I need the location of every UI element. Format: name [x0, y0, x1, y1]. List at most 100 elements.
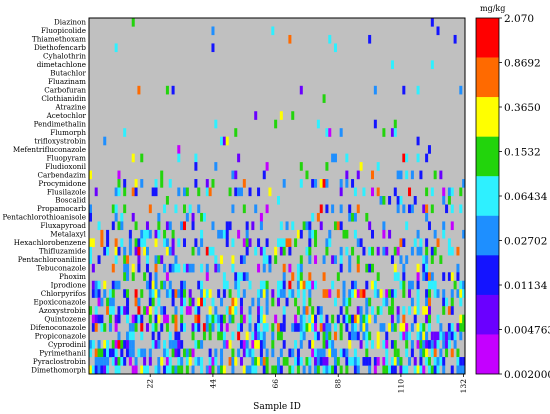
heatmap-cell	[160, 280, 164, 290]
heatmap-cell	[382, 357, 386, 366]
heatmap-cell	[89, 348, 92, 358]
heatmap-cell	[322, 348, 326, 358]
heatmap-cell	[388, 323, 392, 332]
heatmap-cell	[405, 153, 409, 163]
heatmap-cell	[331, 280, 335, 290]
heatmap-cell	[282, 323, 286, 332]
heatmap-cell	[174, 204, 178, 214]
row-label: Diazinon	[54, 18, 86, 27]
heatmap-cell	[91, 280, 95, 290]
heatmap-cell	[274, 246, 278, 256]
heatmap-cell	[205, 272, 209, 281]
heatmap-cell	[220, 357, 224, 366]
heatmap-cell	[91, 263, 95, 273]
heatmap-cell	[211, 246, 215, 256]
heatmap-cell	[362, 323, 366, 332]
heatmap-cell	[174, 331, 178, 341]
heatmap-cell	[108, 314, 112, 324]
heatmap-cell	[157, 331, 161, 341]
heatmap-cell	[128, 238, 132, 248]
heatmap-cell	[453, 340, 457, 349]
heatmap-cell	[316, 331, 320, 341]
heatmap-cell	[302, 289, 306, 298]
heatmap-cell	[314, 179, 318, 188]
heatmap-cell	[259, 348, 263, 358]
heatmap-cell	[319, 323, 323, 332]
heatmap-cell	[131, 187, 135, 197]
heatmap-cell	[103, 357, 107, 366]
heatmap-cell	[339, 331, 343, 341]
heatmap-cell	[371, 340, 374, 349]
heatmap-cell	[296, 348, 300, 358]
heatmap-cell	[311, 323, 315, 332]
heatmap-cell	[242, 314, 246, 324]
heatmap-cell	[311, 348, 315, 358]
row-label: trifloxystrobin	[34, 136, 86, 145]
heatmap-cell	[211, 357, 215, 366]
heatmap-cell	[151, 323, 155, 332]
heatmap-cell	[234, 128, 238, 137]
heatmap-cell	[351, 314, 355, 324]
row-label: Hexachlorobenzene	[14, 238, 86, 247]
heatmap-cell	[239, 297, 243, 307]
heatmap-cell	[314, 323, 318, 332]
heatmap-cell	[245, 221, 249, 231]
heatmap-cell	[131, 263, 135, 273]
heatmap-cell	[188, 357, 192, 366]
heatmap-cell	[362, 357, 366, 366]
heatmap-cell	[117, 187, 121, 197]
heatmap-cell	[348, 340, 352, 349]
heatmap-cell	[427, 145, 431, 154]
heatmap-cell	[143, 306, 147, 315]
heatmap-cell	[325, 357, 329, 366]
heatmap-cell	[333, 297, 337, 307]
row-label: Difenoconazole	[30, 323, 86, 332]
heatmap-cell	[97, 314, 101, 324]
heatmap-cell	[94, 289, 98, 298]
heatmap-cell	[299, 357, 303, 366]
heatmap-cell	[291, 365, 295, 375]
heatmap-cell	[123, 255, 127, 264]
heatmap-cell	[114, 314, 118, 324]
heatmap-cell	[413, 314, 417, 324]
heatmap-cell	[282, 357, 286, 366]
heatmap-cell	[103, 365, 107, 375]
heatmap-cell	[214, 348, 218, 358]
colorbar-tick-label: 0.01134	[504, 280, 548, 292]
heatmap-cell	[237, 348, 241, 358]
heatmap-cell	[319, 357, 323, 366]
heatmap-cell	[402, 280, 406, 290]
heatmap-cell	[279, 280, 283, 290]
heatmap-cell	[319, 179, 323, 188]
heatmap-cell	[171, 229, 175, 239]
heatmap-cell	[410, 323, 414, 332]
heatmap-cell	[442, 340, 446, 349]
heatmap-cell	[134, 297, 138, 307]
heatmap-cell	[89, 238, 92, 248]
heatmap-cell	[168, 331, 172, 341]
heatmap-cell	[128, 331, 132, 341]
x-axis-label: Sample ID	[253, 402, 301, 412]
heatmap-cell	[194, 238, 198, 248]
heatmap-cell	[211, 43, 215, 53]
heatmap-cell	[137, 314, 141, 324]
heatmap-cell	[314, 238, 318, 248]
heatmap-cell	[100, 229, 104, 239]
heatmap-cell	[89, 340, 92, 349]
heatmap-cell	[416, 365, 420, 375]
heatmap-cell	[131, 348, 135, 358]
heatmap-cell	[228, 306, 232, 315]
heatmap-cell	[123, 246, 127, 256]
heatmap-cell	[422, 331, 426, 341]
colorbar-segment	[476, 18, 499, 58]
heatmap-cell	[285, 297, 289, 307]
heatmap-cell	[242, 179, 246, 188]
heatmap-cell	[97, 255, 101, 264]
heatmap-cell	[376, 331, 380, 341]
heatmap-cell	[171, 289, 175, 298]
heatmap-cell	[185, 263, 189, 273]
row-label: Azoxystrobin	[38, 306, 87, 315]
heatmap-cell	[106, 357, 110, 366]
heatmap-cell	[103, 289, 107, 298]
